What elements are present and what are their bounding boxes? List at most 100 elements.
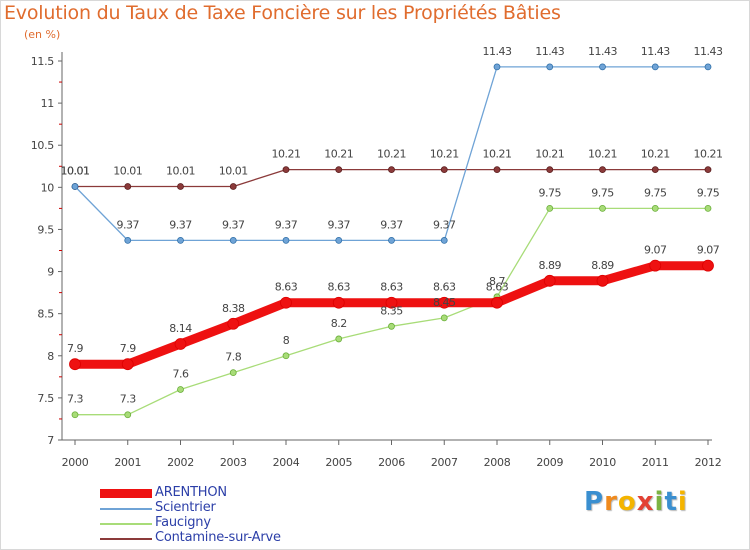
data-label-faucigny-2000: 7.3 xyxy=(67,393,83,406)
data-label-faucigny-2007: 8.45 xyxy=(433,296,456,309)
data-point-scientrier-2000 xyxy=(71,183,79,190)
data-point-contamine-2010 xyxy=(599,166,606,174)
data-point-arenthon-2002 xyxy=(174,338,187,350)
data-label-scientrier-2010: 11.43 xyxy=(588,45,617,58)
data-label-contamine-2004: 10.21 xyxy=(272,148,301,161)
data-label-arenthon-2003: 8.38 xyxy=(222,302,245,315)
data-point-faucigny-2006 xyxy=(388,322,395,330)
data-point-arenthon-2011 xyxy=(649,259,662,272)
y-tick-label-8.5: 8.5 xyxy=(37,308,54,321)
data-point-scientrier-2010 xyxy=(599,63,606,71)
data-point-faucigny-2000 xyxy=(71,411,79,419)
legend-label-arenthon: ARENTHON xyxy=(155,485,227,500)
data-point-arenthon-2009 xyxy=(543,274,556,287)
chart-unit-label: (en %) xyxy=(24,28,61,41)
data-point-arenthon-2000 xyxy=(69,358,81,371)
data-point-contamine-2009 xyxy=(546,166,554,174)
x-tick-label-2009: 2009 xyxy=(536,456,563,469)
data-label-contamine-2001: 10.01 xyxy=(113,164,142,177)
x-tick-label-2011: 2011 xyxy=(642,456,669,469)
legend-swatch-contamine xyxy=(100,538,152,540)
data-label-faucigny-2002: 7.6 xyxy=(173,367,189,380)
x-tick-label-2004: 2004 xyxy=(273,456,300,469)
data-point-contamine-2007 xyxy=(440,166,448,174)
data-label-contamine-2002: 10.01 xyxy=(166,164,195,177)
data-label-faucigny-2012: 9.75 xyxy=(697,186,720,199)
data-point-scientrier-2004 xyxy=(282,236,290,244)
data-point-faucigny-2010 xyxy=(599,204,606,212)
data-point-scientrier-2008 xyxy=(493,63,501,71)
data-label-scientrier-2007: 9.37 xyxy=(433,218,456,231)
data-point-scientrier-2001 xyxy=(124,236,132,244)
data-point-contamine-2003 xyxy=(229,183,237,190)
data-label-scientrier-2008: 11.43 xyxy=(483,45,512,58)
legend-swatch-faucigny xyxy=(100,523,152,525)
data-point-arenthon-2003 xyxy=(227,317,240,330)
data-point-scientrier-2002 xyxy=(177,236,184,244)
x-tick-label-2005: 2005 xyxy=(325,456,352,469)
data-label-faucigny-2008: 8.7 xyxy=(489,275,505,288)
data-point-scientrier-2009 xyxy=(546,63,554,71)
legend-swatch-arenthon xyxy=(100,489,152,498)
data-point-arenthon-2005 xyxy=(332,296,345,309)
logo-letter: i xyxy=(677,487,688,517)
data-label-scientrier-2004: 9.37 xyxy=(275,218,298,231)
data-point-contamine-2012 xyxy=(704,166,712,174)
data-point-arenthon-2004 xyxy=(280,296,292,309)
data-label-scientrier-2006: 9.37 xyxy=(380,218,403,231)
data-point-contamine-2004 xyxy=(282,166,290,174)
data-point-faucigny-2001 xyxy=(124,411,132,419)
data-label-arenthon-2011: 9.07 xyxy=(644,244,667,257)
data-label-contamine-2010: 10.21 xyxy=(588,148,617,161)
y-tick-label-10.5: 10.5 xyxy=(31,139,55,152)
data-label-contamine-2000: 10.01 xyxy=(61,164,90,177)
data-label-scientrier-2009: 11.43 xyxy=(535,45,564,58)
data-label-contamine-2006: 10.21 xyxy=(377,148,406,161)
y-tick-label-11: 11 xyxy=(41,97,54,110)
data-point-contamine-2001 xyxy=(124,183,132,190)
data-point-arenthon-2007 xyxy=(438,296,451,309)
data-label-scientrier-2001: 9.37 xyxy=(117,218,140,231)
data-label-scientrier-2011: 11.43 xyxy=(641,45,670,58)
logo-letter: r xyxy=(604,487,618,517)
x-tick-label-2010: 2010 xyxy=(589,456,616,469)
data-label-arenthon-2008: 8.63 xyxy=(486,281,509,294)
x-tick-label-2001: 2001 xyxy=(114,456,141,469)
data-point-faucigny-2009 xyxy=(546,204,554,212)
y-tick-label-10: 10 xyxy=(41,181,55,194)
data-label-contamine-2008: 10.21 xyxy=(483,148,512,161)
data-point-faucigny-2002 xyxy=(177,386,184,393)
data-point-faucigny-2003 xyxy=(229,369,237,377)
data-label-scientrier-2012: 11.43 xyxy=(694,45,723,58)
data-label-arenthon-2004: 8.63 xyxy=(275,281,298,294)
chart-title: Evolution du Taux de Taxe Foncière sur l… xyxy=(4,2,561,24)
data-point-contamine-2006 xyxy=(388,166,395,174)
data-label-arenthon-2006: 8.63 xyxy=(380,281,403,294)
x-tick-label-2012: 2012 xyxy=(695,456,722,469)
y-tick-label-9.5: 9.5 xyxy=(37,223,54,236)
data-label-faucigny-2004: 8 xyxy=(283,334,290,347)
legend-label-faucigny: Faucigny xyxy=(155,515,211,530)
logo-letter: P xyxy=(584,487,605,517)
legend-swatch-scientrier xyxy=(100,508,152,510)
data-label-contamine-2005: 10.21 xyxy=(324,148,353,161)
data-label-faucigny-2005: 8.2 xyxy=(331,317,347,330)
data-label-contamine-2012: 10.21 xyxy=(694,148,723,161)
data-label-arenthon-2010: 8.89 xyxy=(591,259,614,272)
data-label-contamine-2011: 10.21 xyxy=(641,148,670,161)
data-label-contamine-2007: 10.21 xyxy=(430,148,459,161)
data-label-faucigny-2006: 8.35 xyxy=(380,304,403,317)
data-point-scientrier-2003 xyxy=(229,236,237,244)
proxiti-logo: Proxiti xyxy=(584,487,688,517)
data-point-arenthon-2006 xyxy=(385,296,398,309)
data-label-faucigny-2003: 7.8 xyxy=(225,351,241,364)
data-point-contamine-2002 xyxy=(177,183,184,190)
legend-label-contamine: Contamine-sur-Arve xyxy=(155,530,281,545)
data-point-contamine-2008 xyxy=(493,166,501,174)
data-label-arenthon-2007: 8.63 xyxy=(433,281,456,294)
data-point-arenthon-2012 xyxy=(702,259,714,272)
data-label-arenthon-2000: 7.9 xyxy=(67,342,83,355)
data-label-arenthon-2009: 8.89 xyxy=(539,259,562,272)
data-point-scientrier-2005 xyxy=(335,236,343,244)
